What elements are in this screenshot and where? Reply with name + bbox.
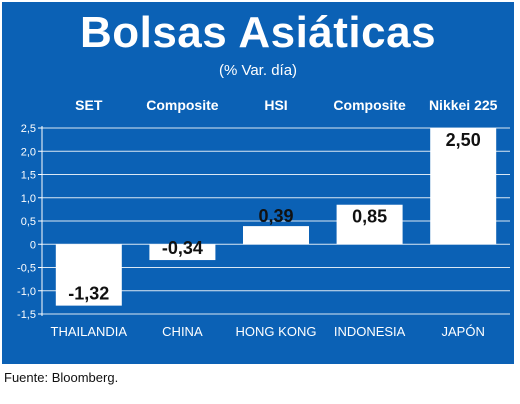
index-label: Composite — [146, 97, 219, 113]
y-tick-label: 2,5 — [21, 123, 36, 135]
x-tick-label: INDONESIA — [334, 324, 406, 339]
y-tick-label: 1,5 — [21, 170, 36, 182]
y-tick-label: 0 — [30, 239, 36, 251]
index-label: Nikkei 225 — [429, 97, 498, 113]
y-tick-label: 1,0 — [21, 193, 36, 205]
x-tick-label: HONG KONG — [236, 324, 317, 339]
index-label: Composite — [333, 97, 406, 113]
data-label: -1,32 — [68, 284, 109, 304]
y-tick-label: -1,5 — [17, 309, 36, 321]
data-label: 0,85 — [352, 207, 387, 227]
chart-title: Bolsas Asiáticas — [79, 8, 437, 57]
bar — [336, 204, 403, 245]
y-tick-label: 2,0 — [21, 146, 36, 158]
bar-chart: 2,5 2,0 1,5 1,0 0,5 0 -0,5 -1,0 -1,5 -1,32 SET THAI… — [17, 97, 510, 339]
y-tick-label: -1,0 — [17, 286, 36, 298]
chart-subtitle: (% Var. día) — [218, 62, 298, 79]
bar — [243, 226, 309, 245]
data-label: 0,39 — [258, 206, 293, 226]
bar — [55, 244, 122, 306]
index-label: SET — [75, 97, 103, 113]
data-label: 2,50 — [446, 130, 481, 150]
y-tick-label: -0,5 — [17, 263, 36, 275]
chart-panel: Bolsas Asiáticas (% Var. día) 2,5 2,0 1,5 1… — [2, 2, 514, 364]
x-tick-label: THAILANDIA — [51, 324, 128, 339]
bar — [149, 244, 216, 261]
data-label: -0,34 — [162, 238, 203, 258]
index-label: HSI — [264, 97, 287, 113]
x-tick-label: JAPÓN — [442, 324, 485, 339]
source-note: Fuente: Bloomberg. — [4, 370, 119, 385]
y-tick-label: 0,5 — [21, 216, 36, 228]
x-tick-label: CHINA — [162, 324, 203, 339]
bar — [430, 128, 497, 245]
